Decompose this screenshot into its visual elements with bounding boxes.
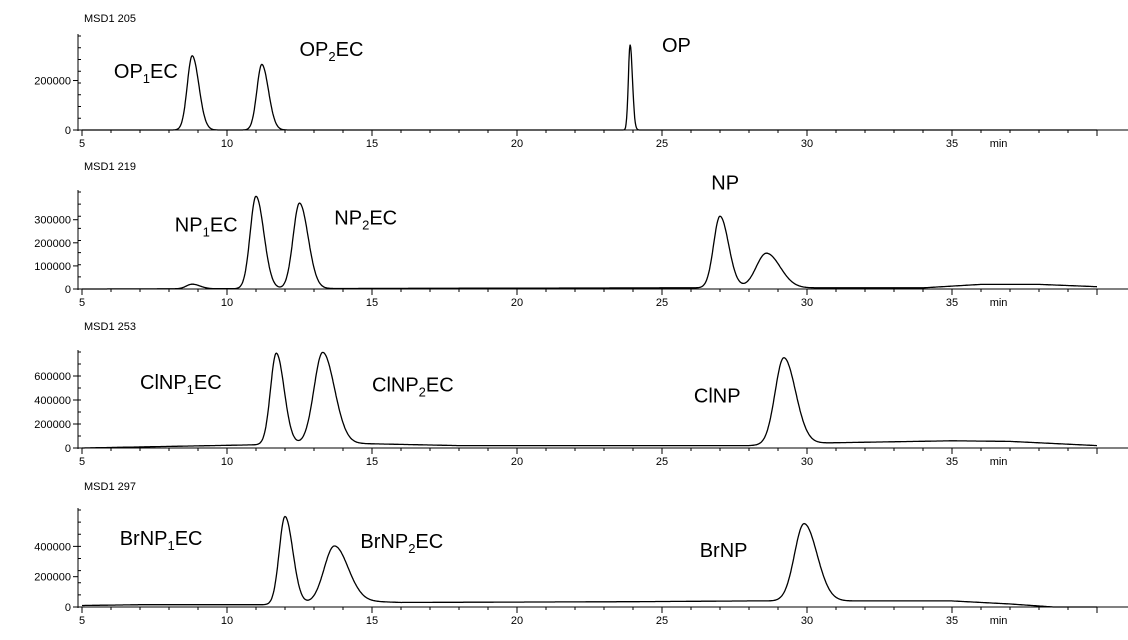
- x-tick-label: 15: [366, 297, 378, 309]
- y-tick-label: 0: [65, 602, 71, 614]
- y-tick-label: 0: [65, 125, 71, 137]
- peak-label-subscript: 2: [362, 217, 369, 232]
- x-tick-label: 35: [946, 615, 958, 627]
- chromatogram-trace: [82, 351, 1097, 449]
- peak-label-subscript: 1: [167, 538, 174, 553]
- x-axis-unit: min: [990, 456, 1008, 468]
- panel-title: MSD1 297: [84, 481, 136, 493]
- x-tick-label: 10: [221, 297, 233, 309]
- x-tick-label: 5: [79, 138, 85, 150]
- peak-label-main: OP: [114, 61, 143, 83]
- chromatogram-trace: [82, 195, 1097, 290]
- peak-label-main: NP: [334, 207, 362, 229]
- panel-title: MSD1 219: [84, 161, 136, 173]
- x-axis-unit: min: [990, 615, 1008, 627]
- x-tick-label: 35: [946, 138, 958, 150]
- peak-label: ClNP: [694, 385, 741, 407]
- x-tick-label: 35: [946, 456, 958, 468]
- peak-label-main: ClNP: [140, 372, 187, 394]
- y-tick-label: 600000: [34, 371, 71, 383]
- x-tick-label: 30: [801, 138, 813, 150]
- peak-label: ClNP2EC: [372, 375, 454, 400]
- peak-label-main: BrNP: [360, 531, 408, 553]
- x-tick-label: 30: [801, 456, 813, 468]
- peak-label-subscript: 2: [419, 385, 426, 400]
- peak-label-subscript: 1: [143, 71, 150, 86]
- peak-label: ClNP1EC: [140, 372, 222, 397]
- x-tick-label: 25: [656, 297, 668, 309]
- chromatogram-panel-4: MSD1 297 0 200000 400000 5 10 15 20 25 30 35 min BrN…: [34, 481, 1128, 627]
- y-tick-label: 200000: [34, 76, 71, 88]
- peak-label-main: OP: [300, 39, 329, 61]
- peak-label: OP2EC: [300, 39, 364, 64]
- x-tick-label: 20: [511, 297, 523, 309]
- peak-label: OP1EC: [114, 61, 178, 86]
- x-tick-label: 15: [366, 456, 378, 468]
- x-tick-label: 15: [366, 615, 378, 627]
- peak-label: NP: [711, 173, 739, 195]
- x-tick-label: 20: [511, 456, 523, 468]
- chromatogram-trace: [82, 515, 1097, 608]
- peak-label-tail: EC: [426, 375, 454, 397]
- peak-label-subscript: 2: [408, 541, 415, 556]
- x-tick-label: 10: [221, 615, 233, 627]
- x-tick-label: 30: [801, 615, 813, 627]
- x-tick-label: 15: [366, 138, 378, 150]
- peak-label-tail: EC: [194, 372, 222, 394]
- peak-label-subscript: 2: [328, 49, 335, 64]
- peak-label-tail: EC: [210, 214, 238, 236]
- peak-label: BrNP1EC: [120, 528, 203, 553]
- x-tick-label: 5: [79, 615, 85, 627]
- peak-label-subscript: 1: [203, 224, 210, 239]
- peak-label: NP1EC: [175, 214, 238, 239]
- peak-label-main: ClNP: [694, 385, 741, 407]
- peak-label-main: BrNP: [120, 528, 168, 550]
- x-tick-label: 25: [656, 138, 668, 150]
- peak-label: BrNP2EC: [360, 531, 443, 556]
- panel-title: MSD1 205: [84, 13, 136, 25]
- peak-label-tail: EC: [369, 207, 397, 229]
- y-tick-label: 400000: [34, 395, 71, 407]
- x-tick-label: 10: [221, 456, 233, 468]
- x-tick-label: 20: [511, 615, 523, 627]
- x-tick-label: 25: [656, 456, 668, 468]
- peak-label-tail: EC: [336, 39, 364, 61]
- peak-label: OP: [662, 35, 691, 57]
- peak-label-tail: EC: [175, 528, 203, 550]
- y-tick-label: 100000: [34, 261, 71, 273]
- x-tick-label: 5: [79, 456, 85, 468]
- panel-title: MSD1 253: [84, 321, 136, 333]
- chromatogram-trace: [82, 44, 1097, 131]
- peak-label-main: BrNP: [700, 540, 748, 562]
- y-tick-label: 400000: [34, 541, 71, 553]
- peak-label-main: NP: [175, 214, 203, 236]
- y-tick-label: 200000: [34, 572, 71, 584]
- x-tick-label: 10: [221, 138, 233, 150]
- y-tick-label: 0: [65, 443, 71, 455]
- x-tick-label: 20: [511, 138, 523, 150]
- y-tick-label: 200000: [34, 238, 71, 250]
- peak-label-tail: EC: [415, 531, 443, 553]
- y-tick-label: 0: [65, 284, 71, 296]
- peak-label: NP2EC: [334, 207, 397, 232]
- peak-label: BrNP: [700, 540, 748, 562]
- chromatogram-panel-2: MSD1 219 0 100000 200000 300000 5 10 15 20 25 30 35…: [34, 161, 1128, 309]
- peak-label-main: NP: [711, 173, 739, 195]
- x-axis-unit: min: [990, 297, 1008, 309]
- x-axis-unit: min: [990, 138, 1008, 150]
- x-tick-label: 5: [79, 297, 85, 309]
- peak-label-main: ClNP: [372, 375, 419, 397]
- x-tick-label: 30: [801, 297, 813, 309]
- y-tick-label: 300000: [34, 215, 71, 227]
- peak-label-tail: EC: [150, 61, 178, 83]
- peak-label-main: OP: [662, 35, 691, 57]
- chromatogram-panel-3: MSD1 253 0 200000 400000 600000 5 10 15 20 25 30 35…: [34, 321, 1128, 468]
- y-tick-label: 200000: [34, 419, 71, 431]
- peak-label-subscript: 1: [187, 382, 194, 397]
- x-tick-label: 25: [656, 615, 668, 627]
- x-tick-label: 35: [946, 297, 958, 309]
